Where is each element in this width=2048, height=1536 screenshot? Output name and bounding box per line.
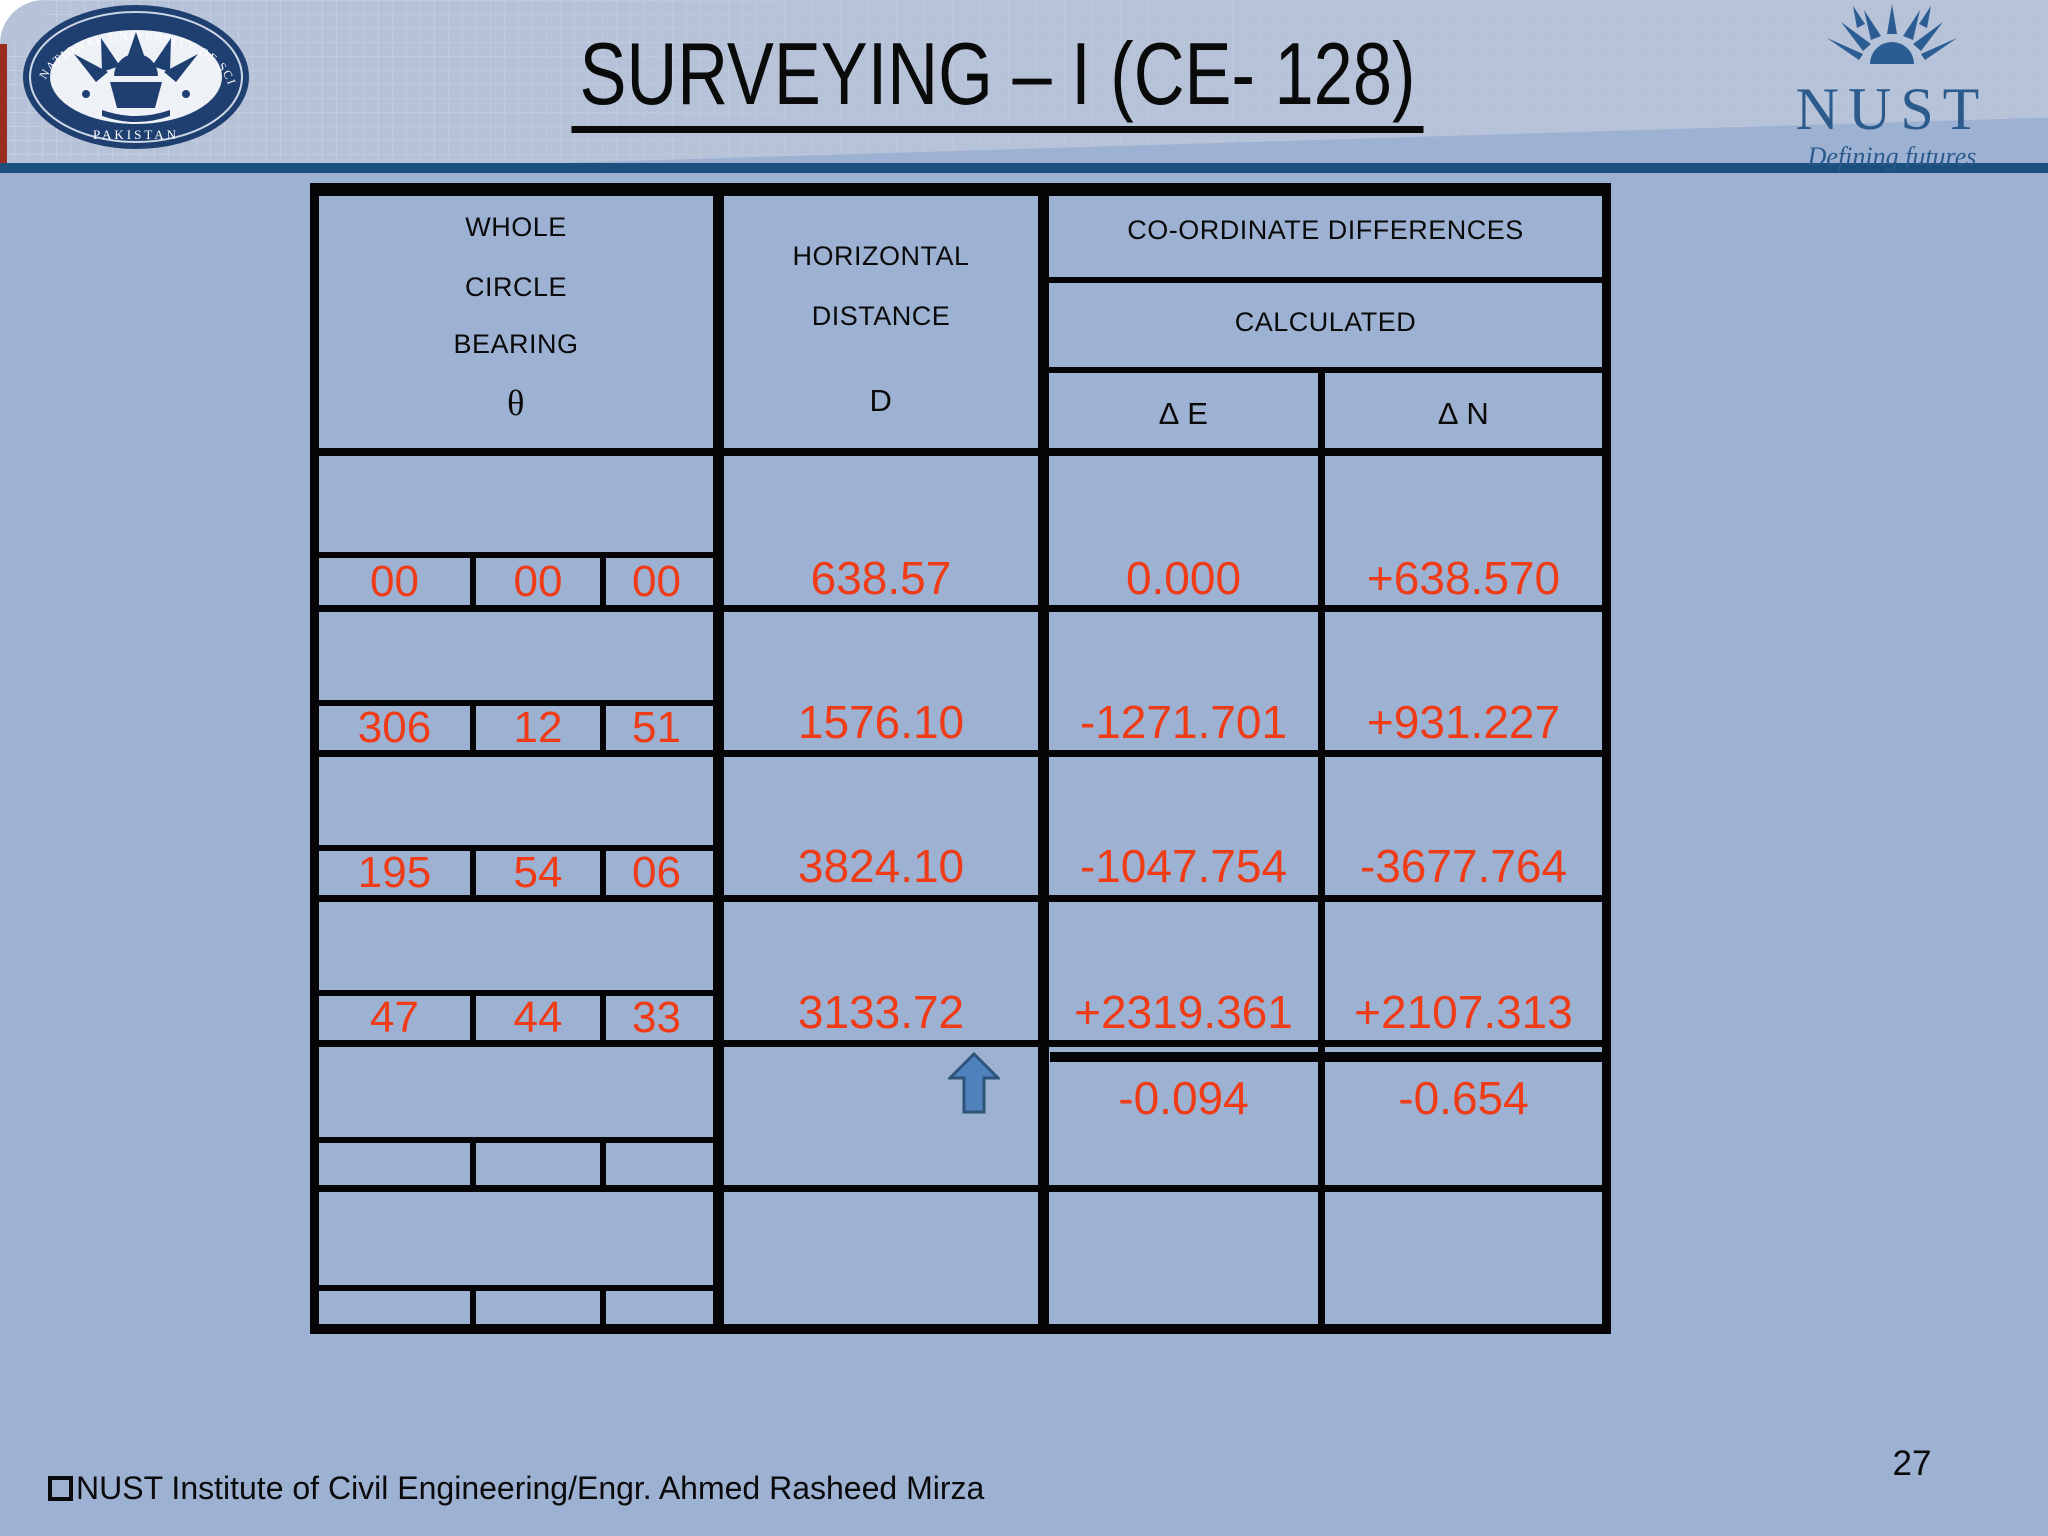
delta-n-value: +2107.313 [1354,986,1573,1038]
distance-coord-divider [1038,183,1049,1334]
delta-e-value: -1271.701 [1079,696,1288,748]
nust-logo-tagline: Defining futures [1807,142,1977,172]
row2-line [310,750,1611,757]
wcb-band-row1: 00 00 00 [319,552,713,606]
title-row: SURVEYING – I (CE- 128) [0,25,2021,133]
wcb-sec: 00 [632,556,681,606]
delta-e-value: +2319.361 [1074,986,1293,1038]
up-arrow-icon [948,1052,1000,1114]
wcb-min: 44 [476,993,606,1042]
de-dn-divider [1318,367,1325,1334]
wcb-deg: 306 [319,703,476,752]
delta-e-value: -1047.754 [1079,840,1288,892]
delta-n-value: +931.227 [1366,696,1561,748]
wcb-sec: 06 [632,848,681,897]
distance-value: 3133.72 [797,986,965,1038]
totals-double-rule [1050,1052,1602,1062]
wcb-sec: 51 [632,703,681,752]
delta-n-total: -0.654 [1398,1072,1529,1124]
wcb-distance-divider [713,183,724,1334]
delta-e-header: Δ E [1158,396,1209,431]
wcb-header-line3: BEARING [453,329,579,359]
delta-n-value: -3677.764 [1359,840,1568,892]
wcb-theta-symbol: θ [507,383,525,423]
wcb-min: 54 [476,848,606,897]
distance-d-symbol: D [869,383,893,418]
distance-value: 3824.10 [797,840,965,892]
wcb-deg: 47 [319,993,476,1042]
footer-text: NUST Institute of Civil Engineering/Engr… [76,1470,985,1506]
wcb-header-line2: CIRCLE [464,272,568,302]
nust-logo: NUST Defining futures [1742,4,2042,172]
wcb-deg: 195 [319,848,476,897]
wcb-min: 00 [476,557,606,606]
wcb-min: 12 [476,703,606,752]
page-title: SURVEYING – I (CE- 128) [571,25,1423,133]
square-bullet-icon [48,1476,73,1501]
row4-line [310,1040,1611,1047]
distance-value: 1576.10 [797,696,965,748]
traverse-computation-table: WHOLE CIRCLE BEARING θ HORIZONTAL DISTAN… [310,183,1611,1334]
wcb-band-row4: 47 44 33 [319,990,713,1042]
calculated-header: CALCULATED [1234,307,1417,337]
coord-differences-header: CO-ORDINATE DIFFERENCES [1127,215,1524,245]
delta-e-total: -0.094 [1118,1072,1249,1124]
wcb-sec: 33 [632,993,681,1042]
distance-header-line2: DISTANCE [811,301,951,331]
delta-n-value: +638.570 [1366,552,1561,604]
table-right-border [1602,183,1611,1334]
distance-value: 638.57 [810,552,952,604]
distance-header-line1: HORIZONTAL [792,241,970,271]
wcb-band-row3: 195 54 06 [319,845,713,897]
nust-logo-rays-icon [1827,4,1957,64]
wcb-header-line1: WHOLE [465,212,567,242]
table-left-border [310,183,319,1334]
header-divider-line [0,163,2048,173]
footer: NUST Institute of Civil Engineering/Engr… [48,1470,984,1507]
slide-rounded-corner [0,0,44,44]
university-seal-icon: NATIONAL UNIVERSITY OF SCIENCES & TECHNO… [16,2,249,149]
wcb-band-row5-empty [319,1137,713,1185]
wcb-band-row2: 306 12 51 [319,700,713,752]
delta-e-value: 0.000 [1125,552,1242,604]
seal-ring-text-bottom: PAKISTAN [93,127,179,142]
header-band [0,0,2048,168]
table-bottom-border [310,1324,1611,1334]
page-number: 27 [1892,1444,1932,1483]
header-bottom-line [310,448,1611,456]
row1-line [310,605,1611,612]
nust-logo-text: NUST [1795,76,1989,142]
table-top-border [310,183,1611,196]
delta-n-header: Δ N [1437,396,1490,431]
wcb-band-row6-empty [319,1285,713,1324]
left-edge-red-strip [0,44,7,166]
row5-line [310,1185,1611,1192]
coord-header-underline [1038,277,1611,283]
seal-emblem [74,32,198,122]
calculated-underline [1038,367,1611,373]
wcb-deg: 00 [319,557,476,606]
row3-line [310,895,1611,902]
